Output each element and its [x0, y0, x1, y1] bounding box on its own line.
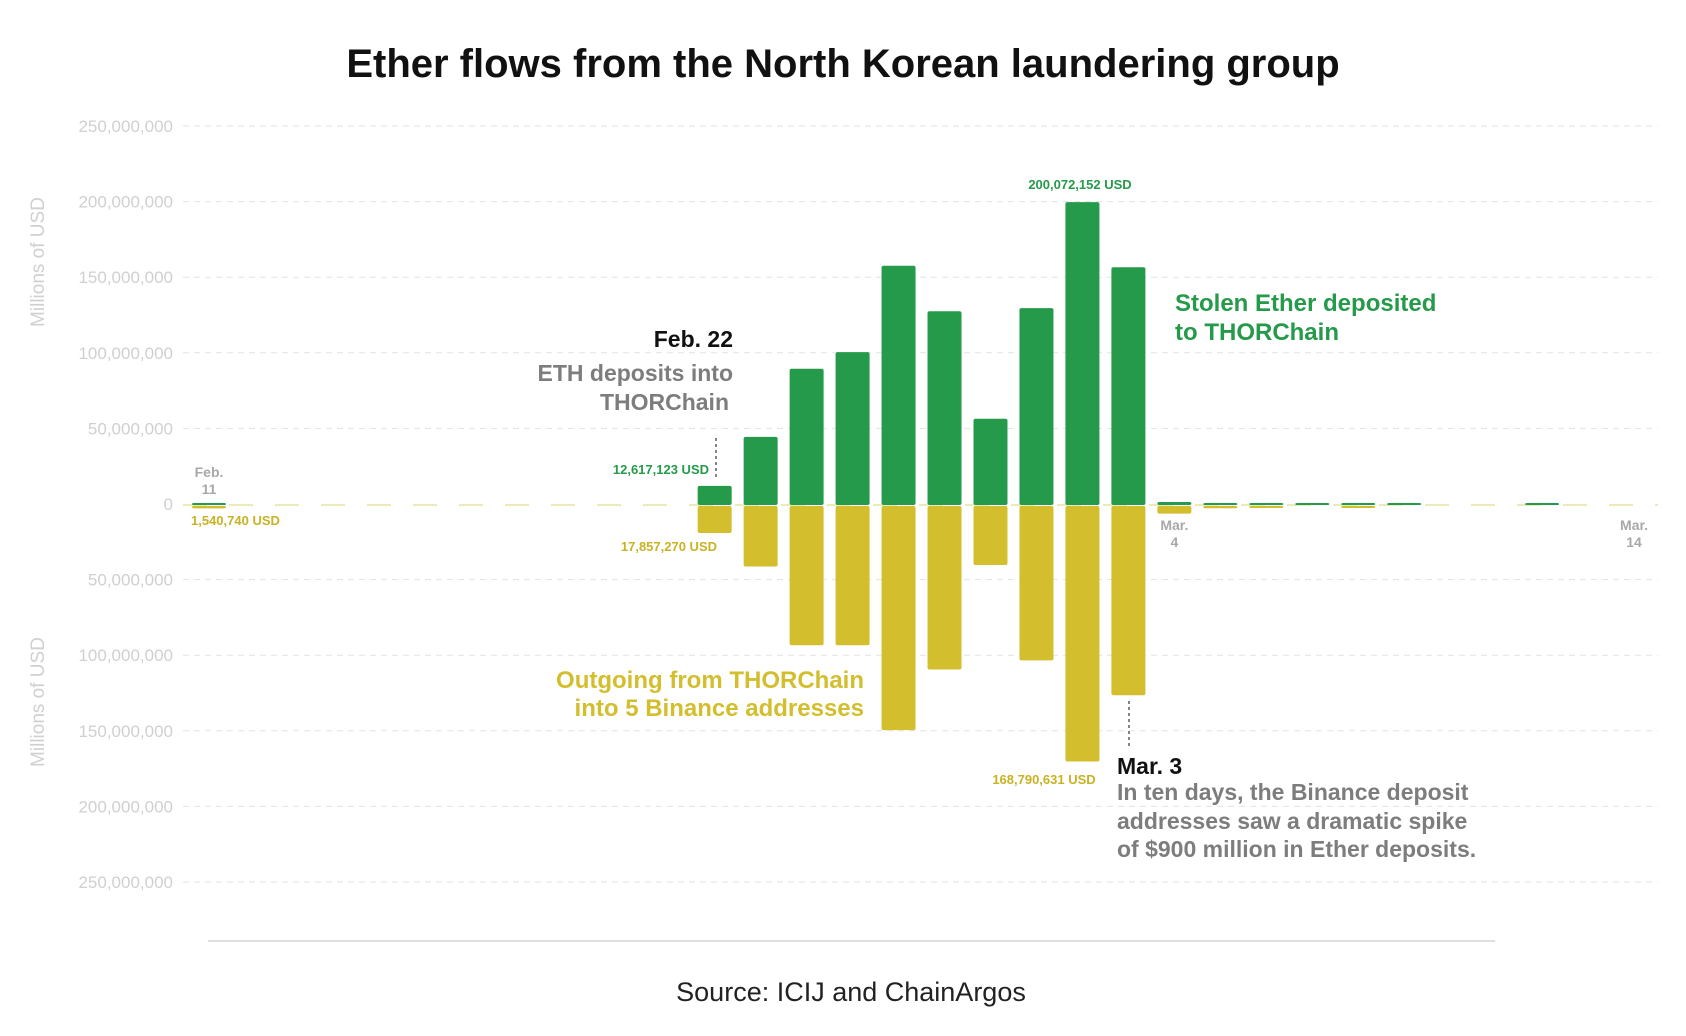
- bar-outgoing-day-18: [1019, 506, 1054, 661]
- bar-deposit-day-20: [1111, 267, 1146, 505]
- data-label-feb22-down: 17,857,270 USD: [621, 539, 717, 554]
- x-tick-label: 4: [1170, 534, 1178, 550]
- bar-deposit-day-22: [1203, 503, 1238, 505]
- annotation-mar3-line3: of $900 million in Ether deposits.: [1117, 836, 1476, 862]
- bar-outgoing-day-0: [192, 506, 226, 509]
- bar-outgoing-day-19: [1065, 506, 1100, 762]
- y-axis-label-bottom: Millions of USD: [28, 637, 49, 767]
- chart-title: Ether flows from the North Korean launde…: [346, 42, 1339, 86]
- bar-deposit-day-12: [743, 436, 778, 505]
- bar-deposit-day-11: [697, 485, 732, 505]
- y-tick-label: 250,000,000: [78, 873, 173, 892]
- bar-deposit-day-15: [881, 265, 916, 505]
- bar-deposit-day-0: [192, 503, 226, 505]
- gridlines: [183, 125, 1658, 883]
- y-tick-label: 50,000,000: [88, 419, 173, 438]
- bar-deposit-day-29: [1525, 503, 1560, 505]
- bar-outgoing-day-22: [1203, 506, 1238, 509]
- bar-deposit-day-17: [973, 418, 1008, 505]
- y-tick-label: 250,000,000: [78, 117, 173, 136]
- bar-deposit-day-19: [1065, 202, 1100, 505]
- x-tick-label: Feb.: [195, 464, 224, 480]
- data-label-peak-down: 168,790,631 USD: [992, 772, 1095, 787]
- bar-outgoing-day-15: [881, 506, 916, 731]
- legend-yellow-line1: Outgoing from THORChain: [556, 667, 864, 694]
- y-tick-label: 50,000,000: [88, 571, 173, 590]
- data-label-feb22-up: 12,617,123 USD: [613, 462, 709, 477]
- bar-outgoing-day-25: [1341, 506, 1376, 508]
- bar-outgoing-day-17: [973, 506, 1008, 566]
- bar-deposit-day-14: [835, 352, 870, 505]
- source-note: Source: ICIJ and ChainArgos: [676, 977, 1026, 1007]
- bar-outgoing-day-13: [789, 506, 824, 646]
- bar-deposit-day-16: [927, 311, 962, 505]
- bar-deposit-day-18: [1019, 308, 1054, 505]
- data-label-feb11: 1,540,740 USD: [191, 513, 280, 528]
- bar-deposit-day-21: [1157, 501, 1192, 505]
- y-tick-label: 100,000,000: [78, 646, 173, 665]
- annotation-feb22-line2: THORChain: [600, 389, 729, 415]
- annotation-mar3-date: Mar. 3: [1117, 753, 1182, 779]
- bar-outgoing-day-20: [1111, 506, 1146, 696]
- bar-deposit-day-13: [789, 368, 824, 505]
- bar-outgoing-day-12: [743, 506, 778, 567]
- y-axis-label-top: Millions of USD: [28, 197, 49, 327]
- y-tick-label: 200,000,000: [78, 797, 173, 816]
- y-tick-label: 0: [164, 495, 173, 514]
- bar-deposit-day-25: [1341, 503, 1376, 505]
- bars: [192, 202, 1560, 762]
- bar-outgoing-day-14: [835, 506, 870, 646]
- bar-outgoing-day-21: [1157, 506, 1192, 514]
- annotation-mar3-line2: addresses saw a dramatic spike: [1117, 808, 1467, 834]
- x-tick-label: 11: [202, 481, 217, 497]
- y-tick-label: 100,000,000: [78, 344, 173, 363]
- bar-deposit-day-24: [1295, 503, 1330, 505]
- legend-green-line2: to THORChain: [1175, 319, 1339, 346]
- y-tick-label: 150,000,000: [78, 268, 173, 287]
- legend-green-line1: Stolen Ether deposited: [1175, 290, 1436, 317]
- y-tick-label: 200,000,000: [78, 193, 173, 212]
- data-label-peak-up: 200,072,152 USD: [1028, 177, 1131, 192]
- y-axis-ticks: 250,000,000 200,000,000 150,000,000 100,000…: [78, 117, 173, 892]
- x-tick-label: 14: [1626, 534, 1642, 550]
- y-tick-label: 150,000,000: [78, 722, 173, 741]
- x-tick-label: Mar.: [1620, 517, 1648, 533]
- bar-deposit-day-23: [1249, 503, 1284, 505]
- bar-outgoing-day-11: [697, 506, 732, 534]
- legend-yellow-line2: into 5 Binance addresses: [575, 695, 864, 722]
- bar-outgoing-day-23: [1249, 506, 1284, 508]
- annotation-feb22-date: Feb. 22: [654, 326, 733, 352]
- x-tick-label: Mar.: [1160, 517, 1188, 533]
- annotation-mar3-line1: In ten days, the Binance deposit: [1117, 779, 1469, 805]
- bar-outgoing-day-16: [927, 506, 962, 670]
- annotation-feb22-line1: ETH deposits into: [538, 360, 734, 386]
- bar-deposit-day-26: [1387, 503, 1422, 505]
